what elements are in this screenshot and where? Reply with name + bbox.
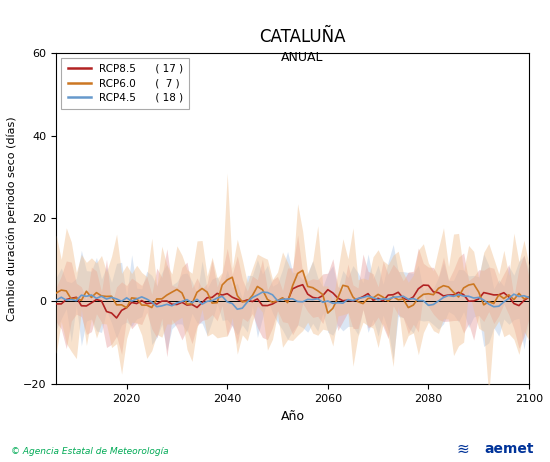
Text: ≋: ≋	[456, 442, 469, 456]
Text: aemet: aemet	[484, 443, 534, 456]
Text: ANUAL: ANUAL	[281, 51, 324, 64]
Text: CATALUÑA: CATALUÑA	[259, 28, 346, 46]
Legend: RCP8.5      ( 17 ), RCP6.0      (  7 ), RCP4.5      ( 18 ): RCP8.5 ( 17 ), RCP6.0 ( 7 ), RCP4.5 ( 18…	[62, 58, 189, 109]
X-axis label: Año: Año	[280, 410, 305, 423]
Y-axis label: Cambio duración periodo seco (días): Cambio duración periodo seco (días)	[7, 116, 18, 321]
Text: © Agencia Estatal de Meteorología: © Agencia Estatal de Meteorología	[11, 448, 169, 456]
